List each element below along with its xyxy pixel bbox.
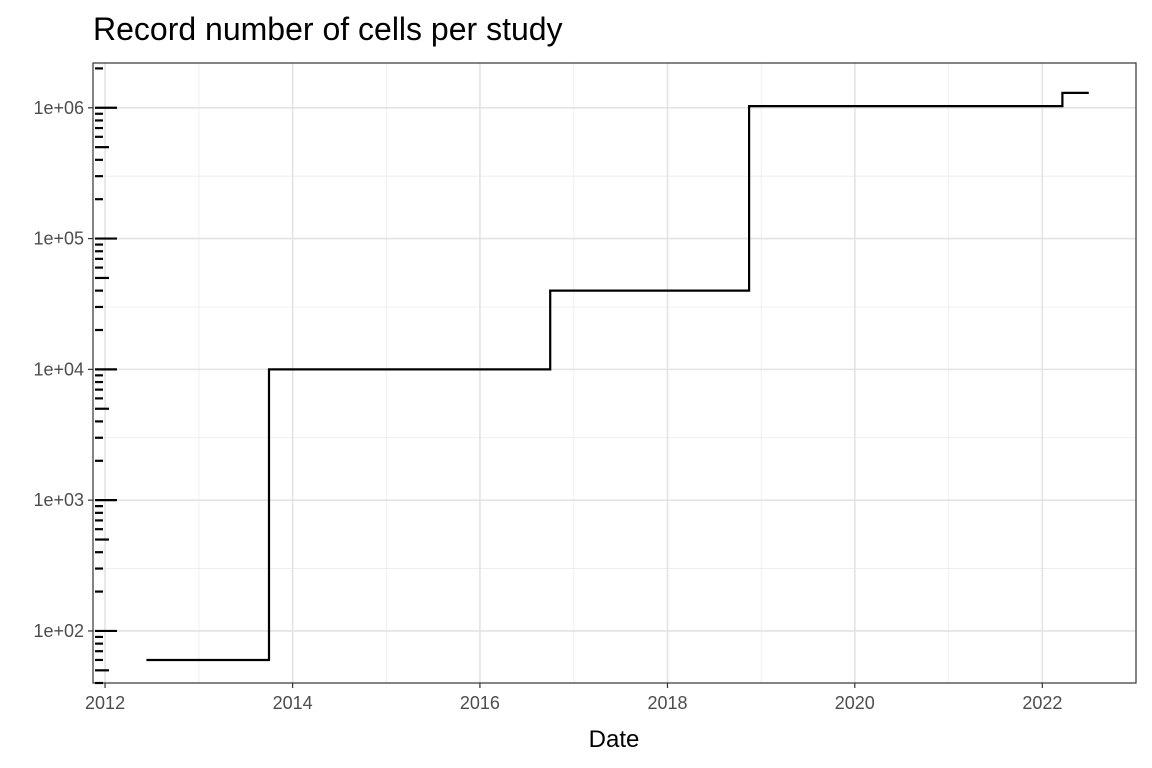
y-tick-label: 1e+05 (33, 229, 84, 249)
major-gridlines (93, 63, 1136, 683)
minor-gridlines (93, 63, 1136, 683)
x-tick-label: 2016 (460, 693, 500, 713)
step-series-line (146, 91, 1089, 662)
x-tick-label: 2018 (647, 693, 687, 713)
y-tick-label: 1e+04 (33, 359, 84, 379)
x-tick-label: 2022 (1022, 693, 1062, 713)
log-rug-ticks (95, 67, 117, 685)
x-tick-label: 2020 (835, 693, 875, 713)
x-axis-title: Date (589, 726, 640, 753)
x-tick-label: 2014 (273, 693, 313, 713)
x-axis: 2012 2014 2016 2018 2020 2022 (85, 683, 1062, 713)
plot-panel-border (92, 62, 1137, 684)
x-tick-label: 2012 (85, 693, 125, 713)
chart-title: Record number of cells per study (93, 11, 563, 47)
y-axis: 1e+02 1e+03 1e+04 1e+05 1e+06 (33, 98, 93, 641)
y-tick-label: 1e+03 (33, 490, 84, 510)
y-tick-label: 1e+06 (33, 98, 84, 118)
y-tick-label: 1e+02 (33, 621, 84, 641)
series-layer (146, 91, 1089, 662)
